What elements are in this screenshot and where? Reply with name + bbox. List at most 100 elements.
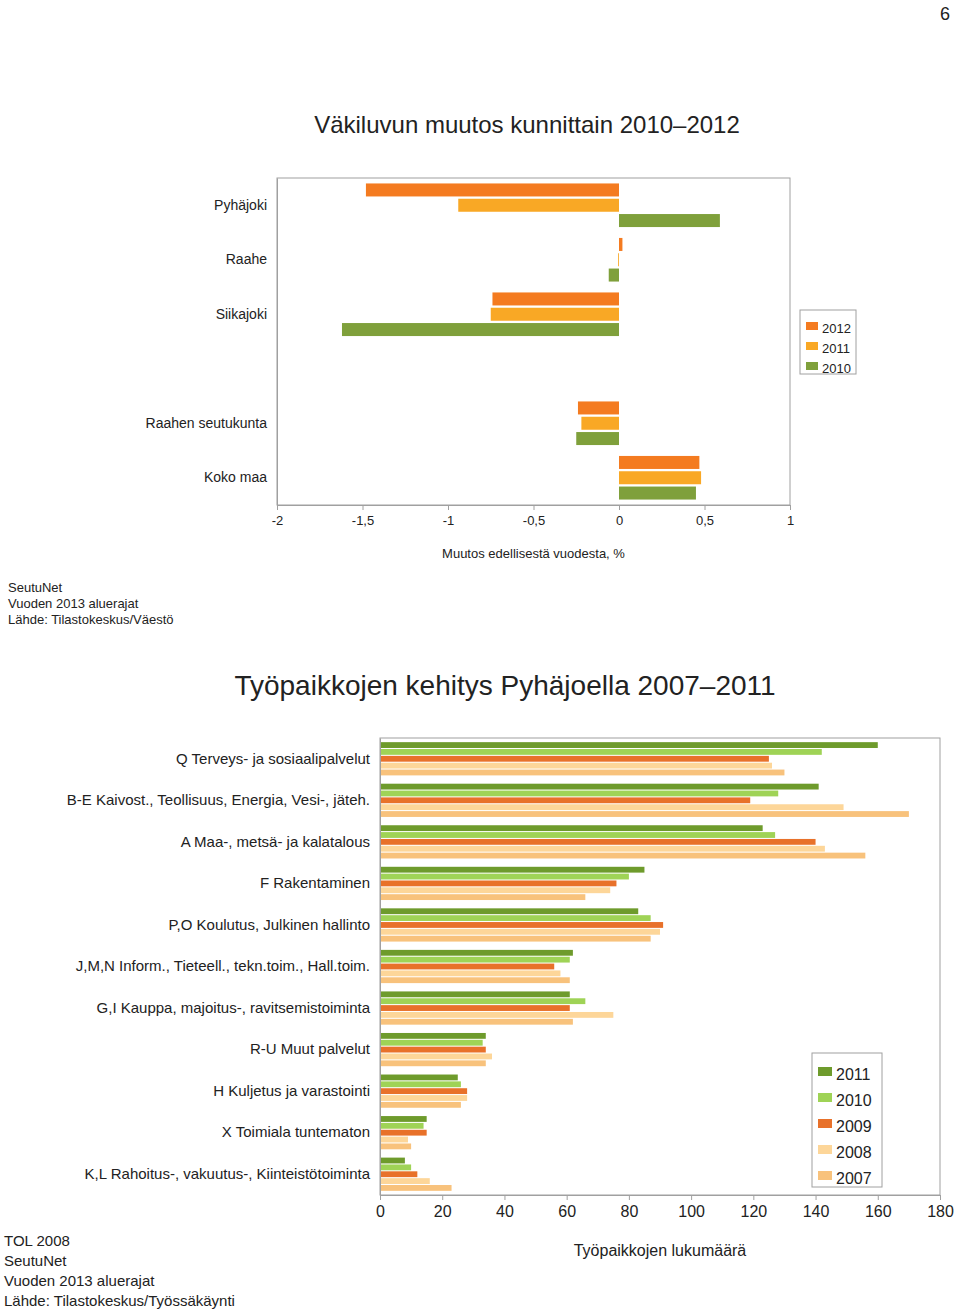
legend-swatch — [818, 1145, 832, 1154]
x-tick-mark — [567, 1195, 568, 1200]
x-tick-label: 140 — [803, 1203, 830, 1220]
x-tick-label: 60 — [558, 1203, 576, 1220]
bar — [380, 1033, 486, 1039]
y-axis: Pyhäjoki Raahe Siikajoki Raahen seutukunta K… — [146, 179, 278, 506]
x-tick-label: 100 — [678, 1203, 705, 1220]
bar — [380, 756, 769, 762]
x-tick: 0 — [376, 1195, 385, 1220]
bar — [366, 183, 619, 196]
bar — [380, 964, 554, 970]
bar — [380, 908, 638, 914]
bar — [578, 401, 619, 414]
x-tick-mark — [753, 1195, 754, 1200]
x-tick-label: -1 — [443, 513, 455, 528]
bar — [380, 1102, 461, 1108]
y-tick: Q Terveys- ja sosiaalipalvelut — [176, 750, 371, 767]
legend-swatch — [806, 322, 818, 330]
bar — [380, 894, 585, 900]
source-note: Vuoden 2013 aluerajat — [4, 1272, 155, 1289]
x-tick: -1,5 — [352, 505, 374, 528]
category-label: X Toimiala tuntematon — [222, 1123, 370, 1140]
source-note: TOL 2008 — [4, 1232, 70, 1249]
bar — [380, 874, 629, 880]
category-label: Q Terveys- ja sosiaalipalvelut — [176, 750, 371, 767]
x-tick-mark — [878, 1195, 879, 1200]
x-tick-mark — [816, 1195, 817, 1200]
bar — [380, 1171, 417, 1177]
bar — [380, 1178, 430, 1184]
legend-swatch — [818, 1093, 832, 1102]
bar — [380, 998, 585, 1004]
source-note: Vuoden 2013 aluerajat — [8, 596, 139, 611]
x-axis: -2-1,5-1-0,500,51 — [272, 505, 794, 528]
x-tick-label: 40 — [496, 1203, 514, 1220]
y-tick: K,L Rahoitus-, vakuutus-, Kiinteistötoim… — [85, 1165, 371, 1182]
x-tick: -2 — [272, 505, 284, 528]
bar — [380, 839, 816, 845]
x-tick-label: 0,5 — [696, 513, 714, 528]
category-label: K,L Rahoitus-, vakuutus-, Kiinteistötoim… — [85, 1165, 371, 1182]
bar — [380, 1047, 486, 1053]
y-tick: Raahen seutukunta — [146, 415, 268, 431]
bar — [618, 253, 620, 266]
y-tick: H Kuljetus ja varastointi — [213, 1082, 370, 1099]
legend-label: 2012 — [822, 321, 851, 336]
bar — [380, 832, 775, 838]
bar — [380, 1088, 467, 1094]
bar — [380, 880, 616, 886]
bar — [380, 1054, 492, 1060]
category-label: G,I Kauppa, majoitus-, ravitsemistoimint… — [97, 999, 371, 1016]
x-tick-mark — [705, 505, 706, 510]
legend-label: 2009 — [836, 1118, 872, 1135]
bar — [380, 922, 663, 928]
x-tick: -1 — [443, 505, 455, 528]
bar — [380, 1075, 458, 1081]
x-tick: 120 — [740, 1195, 767, 1220]
y-tick: F Rakentaminen — [260, 874, 370, 891]
category-label: J,M,N Inform., Tieteell., tekn.toim., Ha… — [76, 957, 370, 974]
bar — [380, 1164, 411, 1170]
y-tick: A Maa-, metsä- ja kalatalous — [181, 833, 370, 850]
bar — [380, 742, 878, 748]
x-tick-label: 20 — [434, 1203, 452, 1220]
bar — [380, 1143, 411, 1149]
x-tick-mark — [619, 505, 620, 510]
y-tick: Pyhäjoki — [214, 197, 267, 213]
bar — [380, 936, 651, 942]
x-axis-title: Työpaikkojen lukumäärä — [574, 1242, 747, 1259]
x-tick-mark — [448, 505, 449, 510]
x-axis-line — [278, 506, 791, 511]
x-tick-mark — [534, 505, 535, 510]
category-label: Siikajoki — [216, 306, 267, 322]
bar — [380, 763, 772, 769]
x-tick-mark — [790, 505, 791, 510]
category-label: Koko maa — [204, 469, 267, 485]
x-axis-line — [381, 1196, 941, 1201]
source-note: Lähde: Tilastokeskus/Väestö — [8, 612, 174, 627]
category-label: B-E Kaivost., Teollisuus, Energia, Vesi-… — [67, 791, 370, 808]
x-tick-mark — [380, 1195, 381, 1200]
bar — [380, 991, 570, 997]
y-tick: G,I Kauppa, majoitus-, ravitsemistoimint… — [97, 999, 371, 1016]
x-tick: 100 — [678, 1195, 705, 1220]
bar — [380, 970, 560, 976]
bar — [576, 432, 619, 445]
y-tick: R-U Muut palvelut — [250, 1040, 371, 1057]
bar — [380, 853, 865, 859]
y-tick: P,O Koulutus, Julkinen hallinto — [168, 916, 370, 933]
x-tick-mark — [277, 505, 278, 510]
bar — [380, 1137, 408, 1143]
y-axis-line — [380, 739, 381, 1196]
bar — [380, 957, 570, 963]
x-tick-mark — [940, 1195, 941, 1200]
bar — [380, 1005, 570, 1011]
bar — [380, 749, 822, 755]
bar — [380, 1040, 483, 1046]
plot-frame — [277, 178, 790, 505]
category-label: Raahe — [226, 251, 267, 267]
bar — [380, 1123, 424, 1129]
bar — [380, 791, 778, 797]
legend: 201220112010 — [800, 310, 856, 376]
category-label: H Kuljetus ja varastointi — [213, 1082, 370, 1099]
legend-label: 2011 — [836, 1066, 871, 1083]
